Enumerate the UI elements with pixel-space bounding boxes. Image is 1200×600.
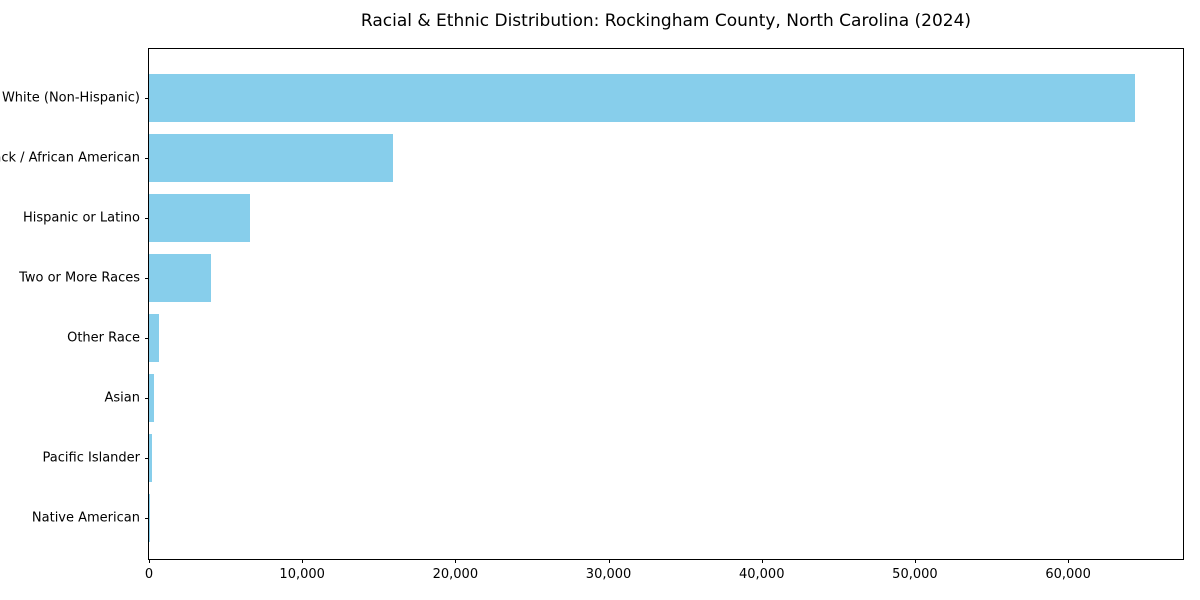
bar-white-non-hispanic [149,74,1135,122]
bar-pacific-islander [149,434,152,482]
y-tick-mark [145,398,149,399]
bar-native-american [149,494,150,542]
y-tick-label: Hispanic or Latino [22,210,140,226]
bar-asian [149,374,155,422]
y-tick-mark [145,98,149,99]
x-tick-label: 30,000 [585,567,632,582]
x-tick-label: 60,000 [1045,567,1091,582]
bar-other-race [149,314,159,362]
y-tick-mark [145,278,149,279]
y-tick-mark [145,218,149,219]
x-tick-label: 50,000 [892,567,938,582]
x-tick-mark [1068,559,1070,563]
x-tick-label: 0 [144,567,154,582]
y-tick-label: Other Race [67,330,140,346]
x-tick-label: 40,000 [738,567,785,582]
x-tick-label: 20,000 [432,567,479,582]
x-tick-mark [761,559,763,563]
plot-area: White (Non-Hispanic) Black / African Amer… [0,48,1184,582]
y-tick-label: Two or More Races [19,270,140,286]
y-tick-label: Black / African American [0,150,140,166]
x-tick-mark [455,559,457,563]
y-tick-mark [145,458,149,459]
x-tick-mark [149,559,150,563]
bar-two-or-more-races [149,254,211,302]
y-tick-mark [145,518,149,519]
x-tick-mark [914,559,916,563]
x-tick-mark [608,559,610,563]
y-tick-mark [145,158,149,159]
chart-title: Racial & Ethnic Distribution: Rockingham… [360,11,972,31]
bar-hispanic-or-latino [149,194,250,242]
y-tick-label: Asian [104,390,140,406]
y-tick-label: White (Non-Hispanic) [1,90,140,106]
x-tick-label: 10,000 [279,567,325,582]
y-tick-label: Pacific Islander [42,450,140,466]
y-tick-mark [145,338,149,339]
x-tick-mark [302,559,304,563]
y-tick-label: Native American [31,510,140,526]
bar-black-african-american [149,134,394,182]
